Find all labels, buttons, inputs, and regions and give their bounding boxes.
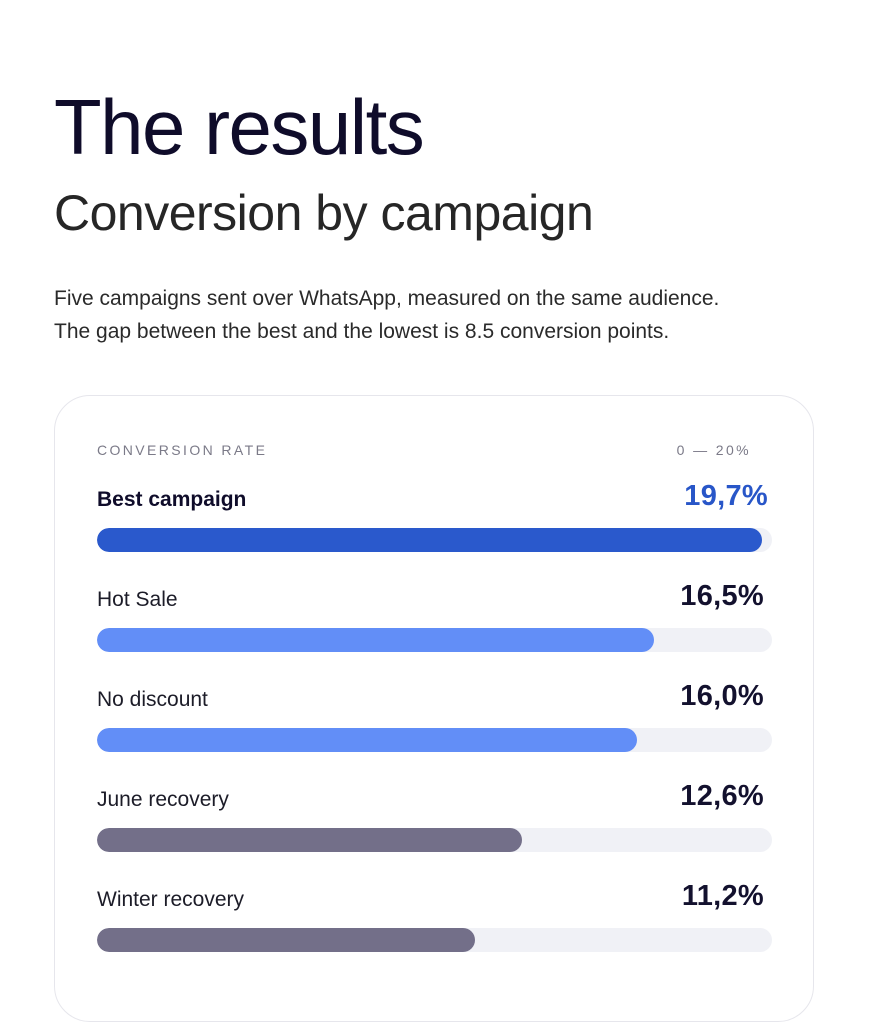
- bar: [97, 828, 523, 852]
- page-subtitle: Conversion by campaign: [54, 185, 594, 241]
- bar-row: Hot Sale 16,5%: [97, 576, 772, 676]
- bar: [97, 528, 762, 552]
- intro-text: Five campaigns sent over WhatsApp, measu…: [54, 282, 854, 348]
- bar-row: June recovery 12,6%: [97, 776, 772, 876]
- card-header: CONVERSION RATE 0 — 20%: [97, 442, 751, 458]
- bar-track: [97, 828, 772, 852]
- bar: [97, 728, 637, 752]
- metric-label: CONVERSION RATE: [97, 442, 268, 458]
- bar-value-label: 12,6%: [680, 780, 764, 812]
- bar-track: [97, 528, 772, 552]
- bar-label: June recovery: [97, 788, 229, 811]
- bar-row: No discount 16,0%: [97, 676, 772, 776]
- bar-row: Best campaign 19,7%: [97, 476, 772, 576]
- bar-label: Winter recovery: [97, 888, 245, 911]
- bar-row: Winter recovery 11,2%: [97, 876, 772, 976]
- page-title: The results: [54, 83, 425, 171]
- intro-line-2: The gap between the best and the lowest …: [54, 320, 670, 343]
- bar-label: Hot Sale: [97, 588, 178, 611]
- chart-card: CONVERSION RATE 0 — 20% Best campaign 19,…: [54, 395, 814, 1022]
- intro-line-1: Five campaigns sent over WhatsApp, measu…: [54, 287, 720, 310]
- bar-track: [97, 928, 772, 952]
- bar-track: [97, 728, 772, 752]
- bar-value-label: 19,7%: [684, 480, 768, 512]
- range-label: 0 — 20%: [676, 442, 751, 458]
- bar-track: [97, 628, 772, 652]
- bar: [97, 628, 654, 652]
- bar-chart: Best campaign 19,7% Hot Sale 16,5% No discou…: [97, 476, 772, 976]
- bar-value-label: 16,5%: [680, 580, 764, 612]
- bar-value-label: 16,0%: [680, 680, 764, 712]
- bar: [97, 928, 475, 952]
- bar-value-label: 11,2%: [681, 880, 764, 912]
- bar-label: No discount: [97, 688, 208, 711]
- bar-label: Best campaign: [97, 488, 247, 511]
